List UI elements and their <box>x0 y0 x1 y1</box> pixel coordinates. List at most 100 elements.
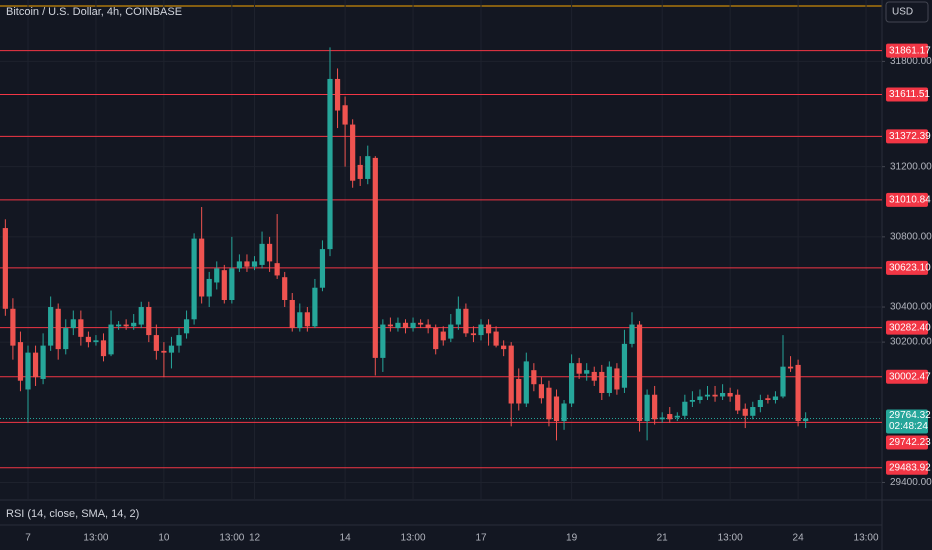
x-tick-label: 17 <box>475 533 487 544</box>
candle-body <box>599 371 605 393</box>
axis: 31800.00 31200.00 30800.00 30400.00 30200.00… <box>25 43 932 544</box>
candle-body <box>402 322 409 329</box>
candle-body <box>470 333 477 336</box>
level-label: 29742.23 <box>889 437 931 448</box>
candle-body <box>153 335 159 351</box>
candle-body <box>342 105 348 125</box>
x-tick-label: 24 <box>793 533 805 544</box>
level-box <box>886 87 928 102</box>
x-tick-label: 21 <box>657 533 669 544</box>
candle-body <box>606 366 612 393</box>
candle-body <box>334 78 341 111</box>
candle-body <box>440 331 446 341</box>
candle-body <box>674 415 680 418</box>
candle-body <box>10 308 16 346</box>
candle-body <box>267 243 273 262</box>
candle-body <box>448 324 454 339</box>
level-label: 31611.51 <box>889 89 930 100</box>
candle-body <box>538 384 544 399</box>
candle-body <box>229 268 235 300</box>
level-box <box>886 369 928 384</box>
x-tick-label: 10 <box>158 533 170 544</box>
candle-body <box>772 396 779 400</box>
candle-body <box>357 164 363 179</box>
candle-body <box>742 408 748 416</box>
level-box <box>886 460 928 475</box>
candle-body <box>493 331 499 346</box>
candle-body <box>380 324 386 358</box>
y-tick-label: 31800.00 <box>890 56 932 67</box>
currency-button[interactable] <box>885 1 929 23</box>
candle-body <box>123 324 129 327</box>
y-tick-label: 30800.00 <box>890 231 932 242</box>
candle-body <box>591 371 597 381</box>
candle-body <box>433 328 439 350</box>
candle-body <box>569 363 575 404</box>
candle-body <box>199 238 205 297</box>
level-box <box>886 192 928 207</box>
countdown: 02:48:24 <box>889 421 928 432</box>
x-tick-label: 13:00 <box>219 533 244 544</box>
candle-body <box>176 335 182 346</box>
candle-body <box>70 319 76 329</box>
candle-body <box>704 394 711 397</box>
x-tick-label: 13:00 <box>718 533 743 544</box>
candle-body <box>531 370 537 385</box>
candle-body <box>644 394 650 422</box>
candle-body <box>244 261 250 267</box>
candle-body <box>17 342 24 381</box>
candle-body <box>478 324 484 336</box>
candle-body <box>319 249 326 288</box>
level-box <box>886 320 928 335</box>
x-tick-label: 7 <box>25 533 31 544</box>
candle-body <box>463 308 469 334</box>
level-box <box>886 260 928 275</box>
candle-body <box>750 407 756 416</box>
currency[interactable]: USD <box>892 7 913 18</box>
candle-body <box>689 400 695 402</box>
candle-body <box>410 322 416 329</box>
candle-body <box>803 418 809 422</box>
candle-body <box>259 243 265 265</box>
level-label: 31372.39 <box>889 131 931 142</box>
candle-body <box>546 387 552 420</box>
candle-body <box>191 238 197 320</box>
candle-body <box>304 312 310 327</box>
candle-body <box>614 368 620 390</box>
candle-body <box>251 261 258 267</box>
candle-body <box>40 345 46 379</box>
candle-body <box>221 270 227 300</box>
level-label: 29483.92 <box>889 462 931 473</box>
candle-body <box>214 268 220 283</box>
candle-body <box>395 322 401 329</box>
candle-body <box>168 345 175 353</box>
candle-body <box>697 396 703 400</box>
candle-body <box>425 324 431 329</box>
candle-body <box>787 366 794 369</box>
level-label: 30623.10 <box>889 263 931 274</box>
level-box <box>886 435 928 450</box>
candle-body <box>297 312 303 329</box>
candle-body <box>274 263 280 276</box>
candle-body <box>659 417 665 420</box>
candle-body <box>501 345 507 350</box>
y-tick-label: 31200.00 <box>890 161 932 172</box>
candle-body <box>236 261 242 269</box>
level-box <box>886 43 928 58</box>
candle-body <box>206 278 212 297</box>
current-price-label: 29764.32 <box>889 410 931 421</box>
candles <box>2 47 809 441</box>
candle-body <box>682 401 688 416</box>
candle-body <box>146 307 152 336</box>
candle-body <box>584 370 590 374</box>
candle-body <box>108 324 114 355</box>
level-label: 31861.17 <box>889 45 931 56</box>
candle-body <box>78 319 84 337</box>
candle-body <box>312 287 318 327</box>
candle-body <box>636 324 643 422</box>
candle-body <box>523 361 529 404</box>
candle-body <box>365 156 371 179</box>
